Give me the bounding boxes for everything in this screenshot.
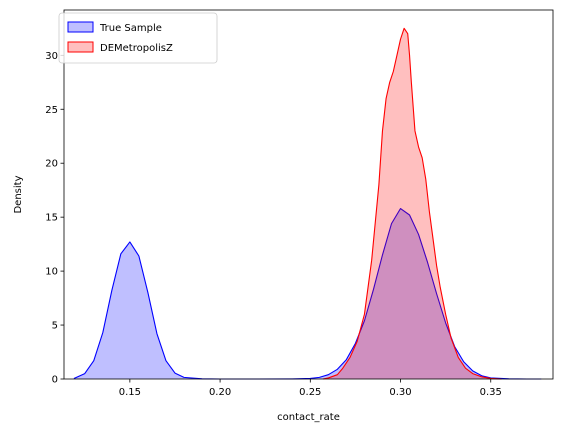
x-tick-label: 0.20 xyxy=(209,387,231,398)
y-tick-label: 10 xyxy=(45,267,58,278)
x-tick-label: 0.30 xyxy=(389,387,411,398)
legend: True Sample DEMetropolisZ xyxy=(58,12,218,64)
series-layer xyxy=(73,27,542,380)
density-line-true-sample xyxy=(73,207,542,380)
tick-layer: 0.15 0.20 0.25 0.30 0.35 0 5 10 15 20 25 30 xyxy=(45,51,502,398)
y-axis-label: Density xyxy=(13,175,24,213)
density-area-true-sample xyxy=(73,208,542,379)
y-tick-label: 5 xyxy=(52,321,58,332)
legend-label-true-sample: True Sample xyxy=(99,23,162,34)
x-tick-label: 0.25 xyxy=(299,387,321,398)
y-tick-label: 25 xyxy=(45,105,58,116)
x-axis-label: contact_rate xyxy=(277,412,340,423)
y-tick-label: 15 xyxy=(45,213,58,224)
y-tick-label: 30 xyxy=(45,51,58,62)
legend-box xyxy=(58,12,218,64)
plot-area xyxy=(64,10,553,379)
x-tick-label: 0.35 xyxy=(480,387,502,398)
y-tick-label: 20 xyxy=(45,159,58,170)
y-tick-label: 0 xyxy=(52,375,58,386)
density-line-demetropolisz xyxy=(322,27,502,380)
plot-frame xyxy=(63,9,554,380)
x-tick-label: 0.15 xyxy=(119,387,141,398)
legend-label-demetropolisz: DEMetropolisZ xyxy=(100,43,173,54)
legend-swatch-demetropolisz xyxy=(67,41,94,53)
legend-swatch-true-sample xyxy=(67,21,94,33)
